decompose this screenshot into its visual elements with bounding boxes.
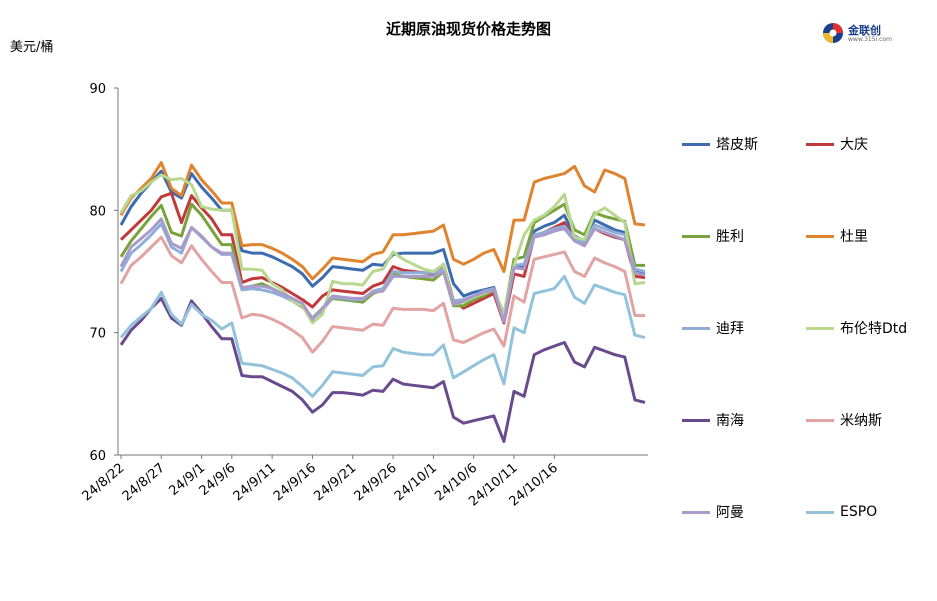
x-axis-ticks: 24/8/2224/8/2724/9/124/9/624/9/1124/9/16… [80, 455, 561, 510]
legend-swatch [682, 326, 710, 330]
legend-item-7: 南海 [682, 410, 744, 430]
series-line-8 [119, 235, 645, 354]
legend-swatch [806, 418, 834, 422]
logo-text: 金联创 [848, 24, 881, 37]
legend-item-6: 布伦特Dtd [806, 318, 907, 338]
logo-mark-icon [823, 23, 843, 43]
y-tick-label: 70 [89, 327, 106, 342]
series-line-10 [119, 274, 646, 398]
series-line-4 [119, 161, 646, 281]
y-tick-label: 90 [89, 82, 106, 97]
legend-swatch [806, 142, 834, 146]
legend-item-10: ESPO [806, 502, 877, 522]
y-tick-label: 60 [89, 449, 106, 464]
legend-swatch [806, 510, 834, 514]
x-tick-label: 24/8/22 [80, 461, 128, 505]
legend-label: 阿曼 [716, 505, 744, 521]
legend-item-9: 阿曼 [682, 502, 744, 522]
legend-label: 塔皮斯 [716, 137, 758, 153]
series-line-1 [119, 169, 646, 320]
series-line-6 [119, 173, 646, 325]
chart-title: 近期原油现货价格走势图 [385, 20, 551, 38]
legend-item-1: 塔皮斯 [682, 134, 758, 154]
legend-swatch [682, 142, 710, 146]
legend-label: 大庆 [840, 137, 868, 153]
series-line-5 [119, 222, 646, 322]
legend-swatch [682, 418, 710, 422]
x-tick-label: 24/9/26 [352, 461, 400, 505]
chart-series [119, 161, 646, 443]
legend-label: 布伦特Dtd [840, 321, 908, 337]
x-tick-label: 24/10/1 [392, 461, 440, 505]
series-line-2 [119, 191, 646, 325]
legend-label: 南海 [716, 413, 744, 429]
legend-swatch [806, 234, 834, 238]
legend-item-4: 杜里 [806, 226, 868, 246]
brand-logo: 金联创 www.315i.com [822, 20, 902, 48]
chart-axes: 60 70 80 90 [89, 82, 648, 464]
x-tick-label: 24/9/21 [311, 461, 359, 505]
legend-swatch [682, 510, 710, 514]
series-line-7 [119, 296, 646, 443]
legend-item-3: 胜利 [682, 226, 744, 246]
series-line-9 [119, 217, 646, 324]
x-tick-label: 24/9/16 [271, 461, 319, 505]
legend-item-2: 大庆 [806, 134, 868, 154]
legend-swatch [806, 326, 834, 330]
legend-label: ESPO [840, 504, 878, 520]
logo-subtext: www.315i.com [848, 36, 892, 43]
y-tick-label: 80 [89, 204, 106, 219]
y-axis-label: 美元/桶 [10, 40, 54, 55]
legend-item-5: 迪拜 [682, 318, 744, 338]
x-tick-label: 24/8/27 [120, 461, 168, 505]
legend-label: 米纳斯 [840, 413, 882, 429]
legend-label: 迪拜 [716, 321, 744, 337]
legend-label: 杜里 [840, 229, 868, 245]
x-tick-label: 24/9/11 [231, 461, 279, 505]
legend-swatch [682, 234, 710, 238]
legend-label: 胜利 [716, 229, 744, 245]
legend-item-8: 米纳斯 [806, 410, 882, 430]
